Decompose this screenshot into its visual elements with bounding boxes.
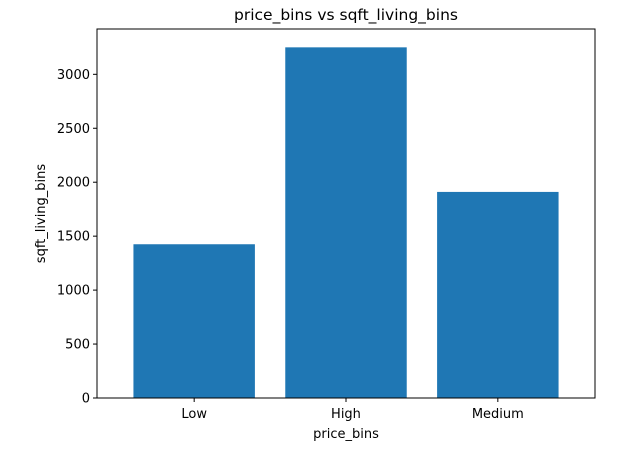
y-tick-label: 1500: [57, 230, 90, 245]
y-axis-ticks: 0 500 1000 1500 2000 2500 3000: [57, 68, 97, 407]
bar-low: [133, 244, 255, 398]
plot-area-frame: [96, 28, 596, 399]
bars-group: [133, 47, 559, 399]
bar-high: [285, 47, 407, 399]
bar-medium: [437, 191, 559, 398]
y-tick-label: 500: [65, 338, 90, 353]
y-tick-label: 3000: [57, 68, 90, 83]
y-axis-title: sqft_living_bins: [34, 164, 49, 264]
x-axis-title: price_bins: [313, 427, 379, 442]
x-tick-label: High: [331, 407, 361, 422]
y-tick-label: 1000: [57, 284, 90, 299]
y-tick-label: 0: [82, 392, 90, 407]
x-axis-ticks: Low High Medium: [181, 398, 524, 422]
y-tick-label: 2500: [57, 122, 90, 137]
y-tick-label: 2000: [57, 176, 90, 191]
x-tick-label: Medium: [472, 407, 524, 422]
x-tick-label: Low: [181, 407, 207, 422]
chart-title: price_bins vs sqft_living_bins: [234, 6, 458, 25]
